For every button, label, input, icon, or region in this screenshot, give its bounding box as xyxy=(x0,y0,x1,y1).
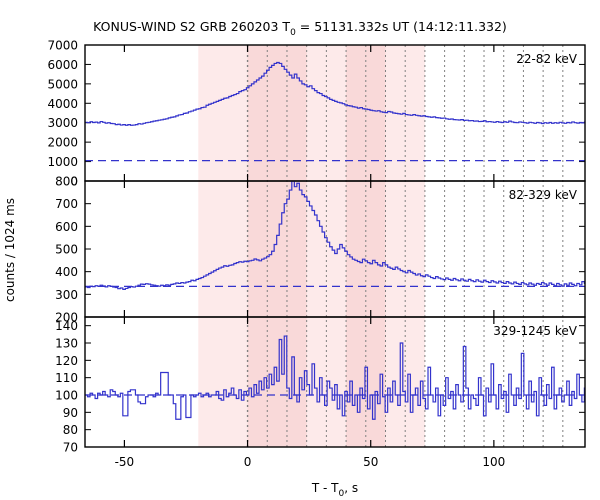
y-tick-label: 100 xyxy=(55,389,78,403)
y-axis-title: counts / 1024 ms xyxy=(3,198,17,302)
y-tick-label: 400 xyxy=(55,265,78,279)
y-tick-label: 300 xyxy=(55,288,78,302)
y-tick-label: 5000 xyxy=(47,77,78,91)
panel-329-1245: 70 80 90 100 110 120 130 140 329-1245 keV xyxy=(55,316,586,455)
energy-band-label: 329-1245 keV xyxy=(493,324,577,338)
x-tick-label: -50 xyxy=(115,455,135,469)
y-tick-label: 140 xyxy=(55,319,78,333)
y-tick-label: 90 xyxy=(63,406,78,420)
plot-title: KONUS-WIND S2 GRB 260203 T0 = 51131.332s… xyxy=(93,19,507,38)
y-tick-label: 80 xyxy=(63,423,78,437)
y-tick-label: 130 xyxy=(55,337,78,351)
y-tick-label: 0 xyxy=(70,175,78,189)
energy-band-label: 22-82 keV xyxy=(516,52,578,66)
y-tick-label: 70 xyxy=(63,441,78,455)
light-curve xyxy=(85,61,585,126)
y-tick-label: 500 xyxy=(55,243,78,257)
y-tick-label: 200 xyxy=(55,311,78,325)
y-tick-label: 110 xyxy=(55,371,78,385)
panel-frame xyxy=(84,316,586,448)
y-tick-label: 600 xyxy=(55,220,78,234)
x-tick-label: 100 xyxy=(482,455,505,469)
y-tick-label: 2000 xyxy=(47,136,78,150)
panel-22-82: 0 1000 2000 3000 4000 5000 6000 7000 22-82 keV xyxy=(47,39,586,189)
x-tick-label: 50 xyxy=(363,455,378,469)
y-tick-label: 700 xyxy=(55,197,78,211)
x-tick-label: 0 xyxy=(244,455,252,469)
y-tick-label: 120 xyxy=(55,354,78,368)
y-tick-label: 3000 xyxy=(47,116,78,130)
x-axis-title: T - T0, s xyxy=(311,481,358,499)
light-curve xyxy=(85,335,585,420)
y-tick-label: 6000 xyxy=(47,58,78,72)
y-tick-label: 4000 xyxy=(47,97,78,111)
y-tick-label: 800 xyxy=(55,175,78,189)
light-curve xyxy=(85,181,585,290)
y-tick-label: 1000 xyxy=(47,155,78,169)
energy-band-label: 82-329 keV xyxy=(509,188,578,202)
panel-82-329: 200 300 400 500 600 700 800 82-329 keV xyxy=(55,175,586,325)
y-tick-label: 7000 xyxy=(47,39,78,53)
